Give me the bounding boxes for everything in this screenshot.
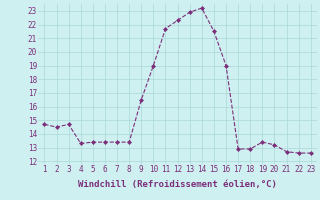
- X-axis label: Windchill (Refroidissement éolien,°C): Windchill (Refroidissement éolien,°C): [78, 180, 277, 189]
